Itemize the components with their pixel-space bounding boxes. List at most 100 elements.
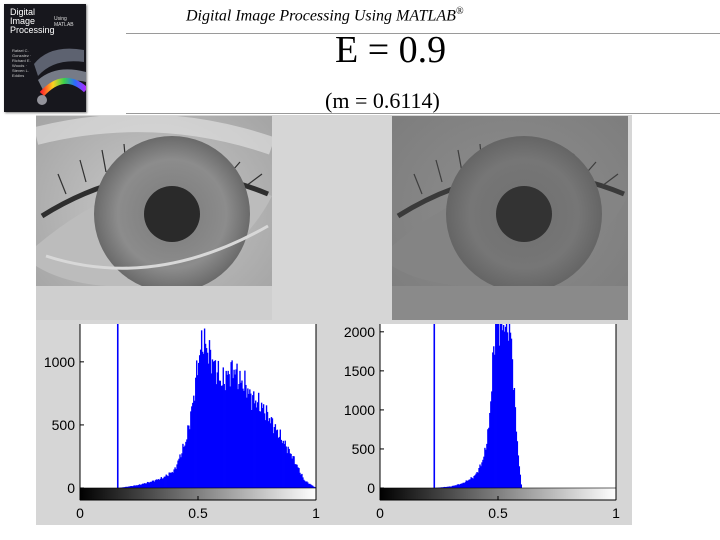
histogram-bar [166, 475, 168, 488]
histogram-bar [466, 480, 468, 488]
histogram-bar [158, 479, 161, 488]
histogram-bar [479, 464, 481, 488]
histogram-bar [184, 445, 186, 488]
histogram-bar [258, 411, 261, 488]
histogram-bar [277, 437, 280, 488]
histogram-bar [248, 393, 250, 488]
histogram-bar [459, 483, 462, 488]
histogram-bar [461, 483, 463, 488]
histogram-bar [140, 484, 143, 488]
histogram-bar [513, 387, 516, 488]
histogram-bar [305, 481, 307, 488]
histogram-bar [150, 481, 153, 488]
histogram-bar [482, 459, 484, 488]
histogram-bar [180, 457, 182, 488]
histogram-bar [193, 395, 195, 488]
histogram-bar [469, 479, 471, 488]
histogram-bar [230, 362, 232, 488]
histogram-bar [127, 486, 129, 488]
histogram-bar [472, 478, 474, 488]
histogram-bar [283, 443, 285, 488]
book-subtitle: Using MATLAB [54, 16, 74, 28]
histogram-bar [156, 479, 159, 488]
histogram-bar [262, 404, 265, 488]
histogram-bar [311, 485, 313, 488]
histogram-bar [480, 466, 482, 488]
histogram-bar [502, 324, 505, 488]
histogram-bar [199, 349, 202, 488]
histogram-bar [445, 486, 448, 488]
y-tick-label: 1000 [344, 402, 375, 418]
histogram-bar [244, 370, 246, 488]
histogram-bar [516, 441, 519, 488]
histogram-bar [134, 485, 136, 488]
histogram-bar [298, 468, 300, 488]
histogram-bar [451, 485, 454, 488]
histogram-bar [448, 486, 451, 488]
book-authors: Rafael C. Gonzalez · Richard E. Woods · … [12, 48, 32, 78]
histogram-bar [520, 484, 522, 488]
histogram-bar [190, 411, 192, 488]
histogram-bar [221, 385, 223, 488]
histogram-bar [124, 487, 126, 488]
histogram-bar [307, 482, 309, 488]
histogram-bar [202, 353, 205, 488]
original-eye-image [36, 116, 272, 320]
histogram-bar [212, 361, 215, 488]
y-tick-label: 0 [67, 480, 75, 496]
histogram-bar [297, 467, 299, 488]
histogram-bar [139, 484, 142, 488]
histogram-bar [176, 464, 178, 488]
histogram-bar [296, 464, 298, 488]
histogram-bar [226, 374, 228, 488]
histogram-bar [483, 456, 485, 488]
histogram-bar [467, 480, 469, 488]
histogram-bar [213, 361, 216, 488]
histogram-bar [183, 447, 185, 488]
histogram-bar [217, 360, 220, 488]
histogram-bar [172, 472, 174, 488]
histogram-bar [245, 384, 247, 488]
original-eye-art [36, 116, 272, 320]
histogram-bar [251, 409, 253, 488]
histogram-bar [504, 326, 507, 488]
histogram-bar [444, 487, 447, 488]
histogram-bar [198, 362, 200, 488]
histogram-bar [270, 417, 273, 488]
histogram-bar [313, 486, 315, 488]
histogram-bar [495, 324, 497, 488]
histogram-bar [233, 369, 235, 488]
histogram-bar [128, 486, 130, 488]
histogram-bar [489, 412, 491, 488]
histogram-bar [243, 390, 245, 488]
histogram-bar [268, 418, 271, 488]
histogram-bar [443, 486, 446, 488]
histogram-bar [241, 380, 243, 488]
histogram-bar [181, 453, 183, 488]
histogram-bar [450, 486, 453, 488]
histogram-bar [246, 397, 248, 488]
histogram-bar [232, 378, 234, 488]
histogram-bar [441, 487, 444, 488]
histogram-bar [151, 480, 154, 488]
histogram-bar [194, 400, 196, 488]
book-title: Digital Image Processing [10, 7, 55, 35]
histogram-bar [228, 374, 230, 488]
slide-subtitle: (m = 0.6114) [325, 88, 440, 113]
histogram-bar [476, 472, 478, 488]
histogram-bar [211, 359, 214, 488]
book-cover-art [4, 4, 86, 112]
histogram-bar [143, 483, 146, 488]
histogram-bar [475, 473, 477, 488]
histogram-bar [490, 401, 492, 488]
histogram-bar [484, 447, 486, 488]
histogram-bar [299, 472, 301, 488]
histogram-bar [229, 386, 231, 488]
histogram-bar [125, 486, 127, 488]
histogram-bar [503, 331, 506, 488]
subtitle-rule [126, 113, 720, 114]
histogram-bar [225, 370, 227, 488]
histogram-bar [477, 472, 479, 488]
histogram-bar [257, 392, 260, 488]
histogram-bar [465, 480, 467, 488]
